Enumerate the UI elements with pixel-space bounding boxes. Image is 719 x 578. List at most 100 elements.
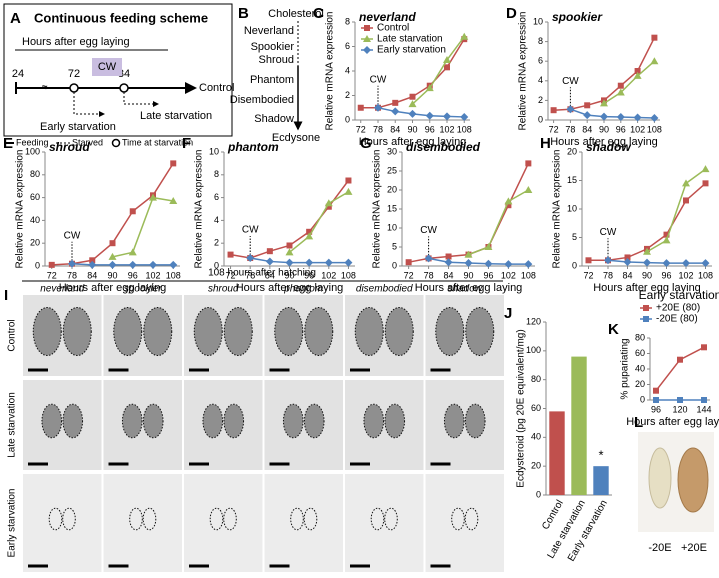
- annotation: CW: [64, 230, 81, 241]
- micrograph: [264, 474, 343, 572]
- point: [682, 259, 690, 268]
- x-axis-label: Hours after egg laying: [593, 282, 701, 294]
- ring-gland-lobe: [62, 307, 92, 356]
- legend-marker: [364, 25, 370, 31]
- ring-gland-lobe: [384, 403, 406, 439]
- point: [128, 248, 137, 256]
- point: [425, 84, 434, 92]
- ring-gland-lobe: [435, 307, 465, 356]
- time-label: 72: [68, 68, 80, 80]
- ring-gland-lobe: [48, 507, 63, 531]
- ring-gland-lobe: [202, 403, 224, 439]
- point: [445, 253, 452, 260]
- x-tick-label: 108: [341, 270, 356, 280]
- micrograph: [184, 380, 263, 470]
- pathway-step: Shroud: [259, 54, 294, 66]
- y-tick-label: 20: [635, 379, 645, 389]
- ring-gland-lobe: [303, 403, 325, 439]
- starvation-point: [119, 83, 129, 93]
- point: [634, 68, 641, 74]
- x-tick-label: 96: [661, 270, 671, 280]
- point: [108, 260, 117, 269]
- y-tick-label: 25: [387, 165, 397, 175]
- chart-title: neverland: [359, 10, 416, 24]
- point: [702, 180, 709, 187]
- x-tick-label: 108: [521, 270, 536, 280]
- x-tick-label: 96: [128, 270, 138, 280]
- x-axis-label: Hours after egg laying: [550, 136, 658, 148]
- ring-gland-lobe: [384, 507, 398, 531]
- scheme-axis-label: Hours after egg laying: [22, 36, 130, 48]
- y-tick-label: 80: [30, 169, 40, 179]
- ring-gland-lobe: [354, 307, 384, 356]
- point: [266, 248, 273, 255]
- x-tick-label: 84: [390, 124, 400, 134]
- y-tick-label: 20: [531, 461, 541, 471]
- point: [624, 254, 631, 261]
- x-tick-label: 108: [698, 270, 713, 280]
- point: [643, 247, 651, 255]
- ring-gland-lobe: [129, 507, 143, 531]
- x-tick-label: 96: [651, 404, 661, 414]
- ring-gland-lobe: [363, 403, 385, 439]
- point: [149, 260, 157, 269]
- pathway-step: Neverland: [244, 25, 294, 37]
- panel-letter: I: [4, 287, 8, 304]
- micrograph: [345, 380, 424, 470]
- ring-gland-lobe: [193, 307, 223, 356]
- point: [600, 112, 608, 121]
- micrograph: [23, 380, 102, 470]
- point: [682, 179, 690, 187]
- annotation: CW: [242, 225, 259, 236]
- y-axis-label: Relative mRNA expression: [325, 12, 336, 131]
- point: [285, 248, 294, 256]
- series-line: [377, 107, 465, 118]
- point: [325, 203, 332, 210]
- pupa: [677, 447, 709, 513]
- point: [633, 113, 642, 122]
- series-line: [112, 196, 174, 258]
- x-tick-label: 120: [672, 404, 687, 414]
- point: [504, 260, 513, 269]
- y-tick-label: 8: [214, 169, 219, 179]
- x-tick-label: 84: [582, 124, 592, 134]
- series-line: [468, 189, 529, 256]
- chart-title: shadow: [586, 140, 631, 154]
- micrographs: I 108 hours after hatching neverland spoo…: [4, 268, 504, 572]
- ring-gland-lobe: [451, 507, 465, 531]
- point: [650, 114, 659, 123]
- annotation: CW: [600, 227, 617, 238]
- ring-gland-lobe: [384, 307, 414, 356]
- micrograph: [345, 474, 424, 572]
- bar: [593, 466, 609, 495]
- y-tick-label: 15: [567, 175, 577, 185]
- column-label: spookier: [124, 284, 162, 295]
- point: [324, 258, 333, 267]
- series-line: [646, 168, 706, 253]
- x-tick-label: 84: [87, 270, 97, 280]
- series-line: [250, 257, 349, 264]
- x-axis-label: Hours after egg laying: [359, 136, 467, 148]
- pathway: B Cholesterol Neverland Spookier Shroud …: [230, 5, 324, 144]
- legend-label: Control: [377, 23, 409, 34]
- ring-gland-lobe: [142, 403, 164, 439]
- panel-letter: L: [634, 414, 643, 431]
- point: [583, 111, 592, 120]
- x-tick-label: 84: [265, 270, 275, 280]
- panel-letter: K: [608, 321, 619, 338]
- x-tick-label: 72: [549, 124, 559, 134]
- x-tick-label: 102: [145, 270, 160, 280]
- panel-letter: E: [3, 135, 13, 152]
- point: [344, 187, 353, 195]
- time-label: 24: [12, 68, 24, 80]
- point: [464, 250, 473, 258]
- ring-gland-lobe: [282, 403, 304, 439]
- starvation-point: [69, 83, 79, 93]
- pupa: [648, 447, 672, 509]
- legend-marker: [363, 46, 371, 54]
- column-label: shroud: [208, 284, 239, 295]
- point: [443, 112, 451, 121]
- x-tick-label: 72: [47, 270, 57, 280]
- point: [662, 236, 671, 244]
- legend-label: Early starvation: [377, 45, 446, 56]
